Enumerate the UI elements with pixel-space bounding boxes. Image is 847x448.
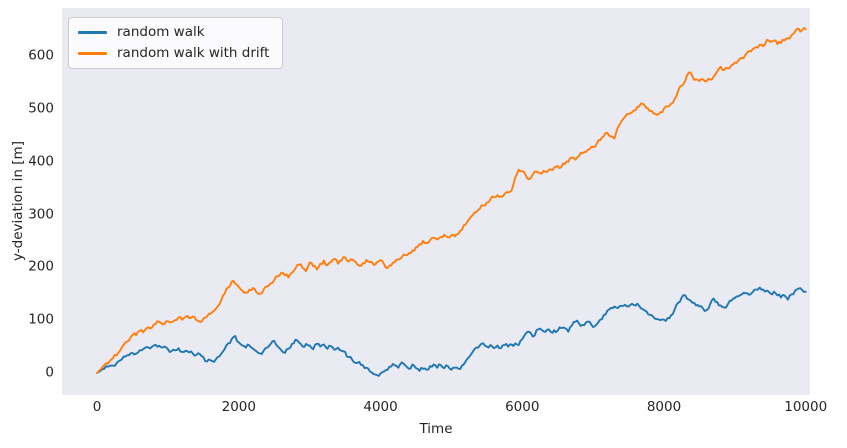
series-line-0 xyxy=(96,286,807,377)
legend-label: random walk xyxy=(117,23,205,40)
line-chart-canvas xyxy=(96,27,807,377)
y-tick-label: 500 xyxy=(28,100,54,117)
x-axis-label: Time xyxy=(419,421,453,437)
x-tick-label: 10000 xyxy=(784,399,828,415)
legend: random walk random walk with drift xyxy=(68,17,284,69)
legend-entry: random walk with drift xyxy=(78,45,269,62)
series-line-1 xyxy=(96,27,807,374)
x-tick-label: 4000 xyxy=(363,399,398,415)
x-tick-label: 6000 xyxy=(505,399,540,415)
x-tick-label: 0 xyxy=(92,399,102,415)
legend-label: random walk with drift xyxy=(117,44,270,61)
y-tick-label: 200 xyxy=(28,258,54,275)
x-tick-label: 2000 xyxy=(221,399,256,415)
x-tick-label: 8000 xyxy=(646,399,682,415)
y-tick-label: 600 xyxy=(28,47,54,64)
y-tick-label: 0 xyxy=(45,364,54,381)
y-tick-label: 100 xyxy=(28,311,54,328)
plot-area: random walk random walk with drift xyxy=(62,8,810,395)
y-tick-label: 400 xyxy=(28,153,54,170)
legend-line-swatch xyxy=(78,31,107,34)
legend-entry: random walk xyxy=(78,24,269,41)
legend-line-swatch xyxy=(78,52,107,55)
y-tick-label: 300 xyxy=(28,205,54,222)
